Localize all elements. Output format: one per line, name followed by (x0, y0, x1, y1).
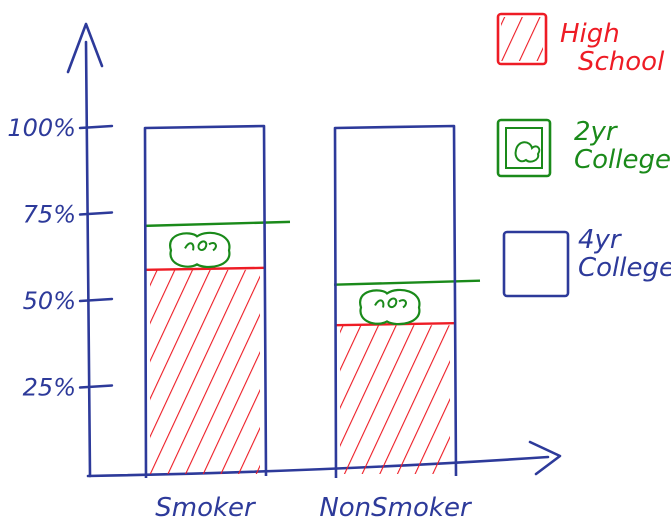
y-axis (84, 40, 92, 478)
y-tick (78, 124, 114, 130)
legend-swatch-hatch (501, 17, 543, 61)
legend-swatch (496, 118, 552, 178)
bar-boundary (333, 279, 481, 286)
bar-segment (333, 279, 481, 326)
bar-fill-hatch (340, 325, 450, 474)
bar-fill-hatch (150, 269, 260, 474)
bar-outline (143, 124, 268, 479)
legend-swatch (502, 230, 570, 298)
x-axis-arrow (528, 440, 562, 476)
y-tick-label: 75% (23, 201, 76, 229)
bar-fill-squiggle (359, 288, 421, 326)
bar-segment (143, 220, 291, 269)
bar-segment (335, 322, 455, 474)
legend-swatch (496, 12, 548, 66)
legend-label: College (574, 145, 671, 175)
bar-group-nonsmoker (333, 124, 481, 479)
y-axis-arrow (66, 22, 104, 74)
y-tick-label: 50% (23, 287, 76, 315)
legend-swatch-inner (505, 127, 543, 169)
axes: 25% 50% 75% 100% (7, 22, 562, 478)
y-tick-label: 25% (23, 374, 76, 402)
bar-group-smoker (143, 124, 291, 479)
bar-boundary (143, 220, 291, 228)
bar-outline (333, 124, 458, 479)
legend-label: 2yr (574, 117, 619, 147)
bars: Smoker NonSmoker (143, 124, 481, 523)
legend-label: 4yr (578, 225, 623, 255)
legend-label: College (578, 253, 671, 283)
y-tick-label: 100% (7, 114, 76, 142)
x-tick-label: Smoker (155, 493, 257, 523)
y-tick (78, 384, 114, 389)
bar-fill-squiggle (169, 231, 231, 269)
bar-fill-squiggle-detail (184, 240, 217, 252)
y-tick (78, 297, 114, 303)
legend-label: School (578, 47, 665, 77)
x-tick-label: NonSmoker (319, 493, 473, 523)
x-axis (86, 455, 550, 478)
legend-label: High (560, 19, 620, 49)
y-tick (78, 211, 114, 216)
bar-boundary (145, 266, 265, 272)
legend-swatch-squiggle (514, 141, 541, 163)
bar-fill-squiggle-detail (374, 297, 407, 309)
bar-segment (145, 266, 265, 474)
